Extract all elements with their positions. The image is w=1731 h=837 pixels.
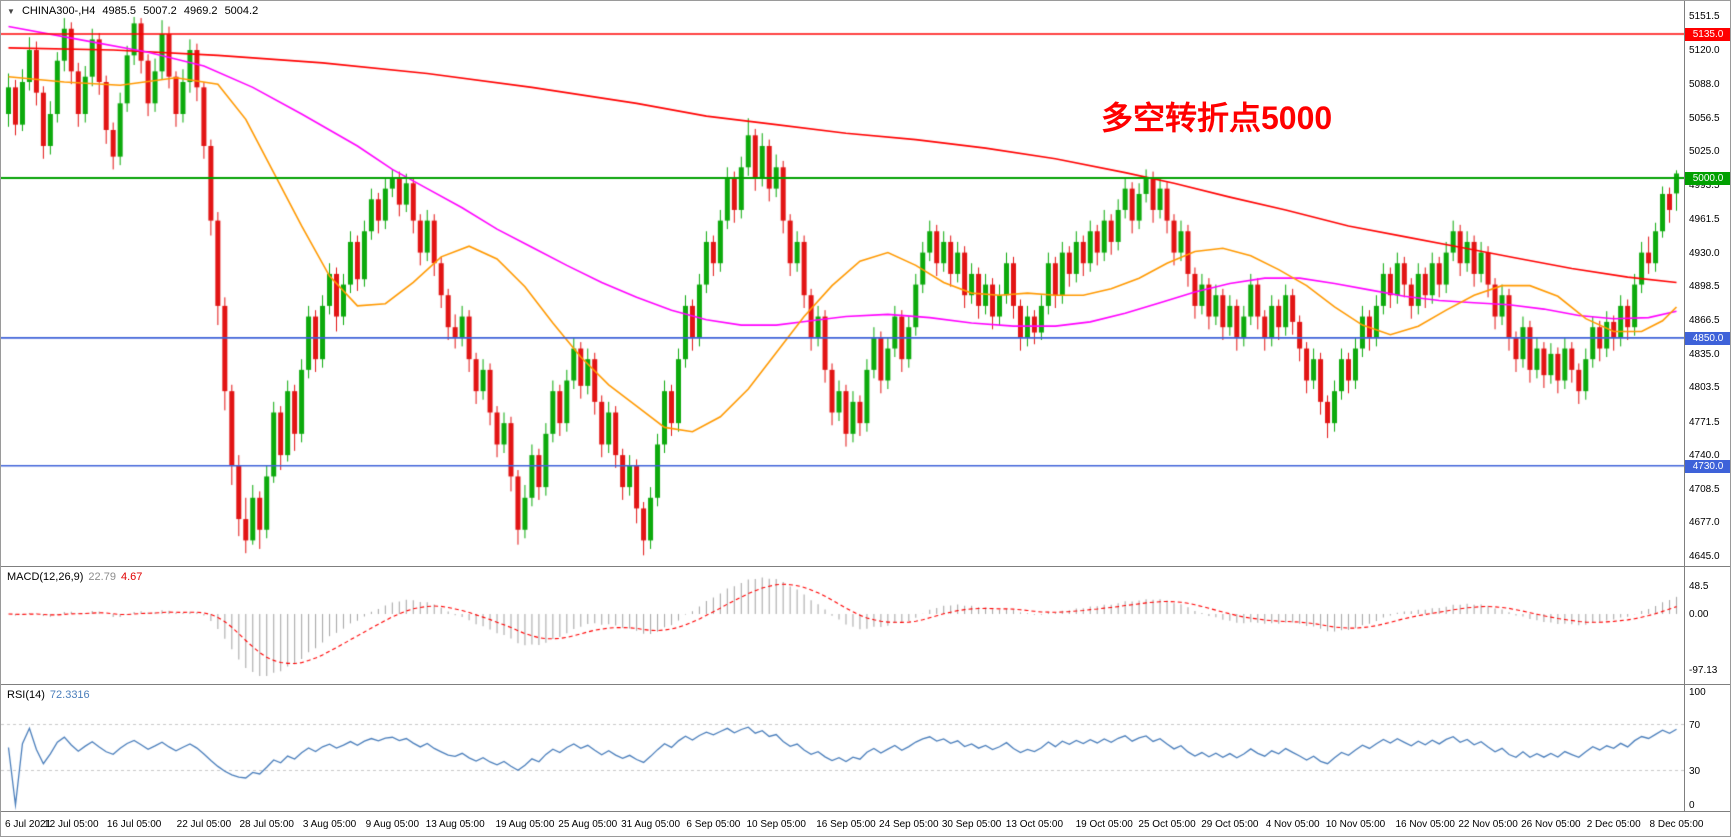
time-axis[interactable]: 6 Jul 2021 12 Jul 05:00 16 Jul 05:00 22 Jul… (1, 811, 1730, 836)
price-panel: ▼ CHINA300-,H4 4985.5 5007.2 4969.2 5004… (1, 1, 1730, 566)
price-tick-label: 4866.5 (1689, 315, 1720, 327)
time-tick-label: 24 Sep 05:00 (879, 819, 939, 830)
price-tick-label: 4740.0 (1689, 450, 1720, 462)
price-tick-label: 4898.5 (1689, 281, 1720, 293)
price-tick-label: 5025.0 (1689, 146, 1720, 158)
time-tick-label: 16 Sep 05:00 (816, 819, 876, 830)
macd-main-value: 22.79 (88, 571, 116, 583)
time-tick-label: 29 Oct 05:00 (1201, 819, 1259, 830)
price-tick-label: 5120.0 (1689, 45, 1720, 57)
rsi-label: RSI(14) 72.3316 (7, 689, 95, 701)
high-value: 5007.2 (143, 5, 177, 17)
rsi-tick-label: 70 (1689, 719, 1701, 731)
time-tick-label: 6 Sep 05:00 (686, 819, 741, 830)
price-chart-canvas[interactable] (1, 1, 1684, 566)
price-tick-label: 4961.5 (1689, 214, 1720, 225)
time-tick-label: 19 Oct 05:00 (1075, 819, 1133, 830)
time-tick-label: 4 Nov 05:00 (1265, 819, 1320, 830)
time-tick-label: 13 Oct 05:00 (1005, 819, 1064, 830)
low-value: 4969.2 (183, 5, 218, 17)
time-tick-label: 26 Nov 05:00 (1521, 819, 1581, 830)
time-tick-label: 3 Aug 05:00 (302, 819, 357, 830)
price-line-badge: 5000.0 (1685, 171, 1730, 185)
rsi-value: 72.3316 (49, 689, 90, 701)
price-tick-label: 4803.5 (1689, 382, 1720, 394)
rsi-tick-label: 0 (1689, 800, 1695, 811)
time-tick-label: 25 Oct 05:00 (1138, 819, 1196, 830)
price-line-badge: 4730.0 (1685, 459, 1730, 473)
macd-panel: MACD(12,26,9) 22.79 4.67 48.5 0.00 -97.13 (1, 566, 1730, 685)
open-value: 4985.5 (102, 5, 137, 17)
macd-name: MACD(12,26,9) (7, 571, 84, 583)
time-tick-label: 16 Nov 05:00 (1395, 819, 1456, 830)
rsi-tick-label: 30 (1689, 765, 1701, 777)
time-tick-label: 12 Jul 05:00 (44, 819, 99, 830)
time-tick-label: 9 Aug 05:00 (365, 819, 420, 830)
time-tick-label: 16 Jul 05:00 (106, 819, 162, 830)
macd-signal-value: 4.67 (120, 571, 143, 583)
time-tick-label: 13 Aug 05:00 (425, 819, 485, 830)
time-tick-label: 6 Jul 2021 (5, 819, 52, 830)
time-tick-label: 25 Aug 05:00 (558, 819, 618, 830)
price-tick-label: 4677.0 (1689, 517, 1720, 529)
rsi-tick-label: 100 (1689, 687, 1706, 698)
price-tick-label: 4771.5 (1689, 416, 1720, 428)
price-tick-label: 4645.0 (1689, 551, 1720, 563)
time-tick-label: 2 Dec 05:00 (1586, 819, 1641, 830)
time-tick-label: 28 Jul 05:00 (239, 819, 294, 830)
symbol-timeframe-label: CHINA300-,H4 (21, 5, 96, 17)
time-tick-label: 10 Sep 05:00 (746, 819, 806, 830)
price-tick-label: 4835.0 (1689, 348, 1720, 360)
symbol-info-bar: ▼ CHINA300-,H4 4985.5 5007.2 4969.2 5004… (7, 5, 262, 17)
time-tick-label: 31 Aug 05:00 (621, 819, 681, 830)
time-tick-label: 22 Jul 05:00 (176, 819, 232, 830)
price-line-badge: 5135.0 (1685, 28, 1730, 42)
time-tick-label: 8 Dec 05:00 (1649, 819, 1704, 830)
price-tick-label: 4708.5 (1689, 483, 1720, 495)
price-tick-label: 5056.5 (1689, 112, 1720, 124)
macd-label: MACD(12,26,9) 22.79 4.67 (7, 571, 147, 583)
price-line-badge: 4850.0 (1685, 331, 1730, 345)
rsi-name: RSI(14) (7, 689, 45, 701)
macd-tick-label: 48.5 (1689, 581, 1709, 593)
time-tick-label: 19 Aug 05:00 (495, 819, 555, 830)
price-tick-label: 5088.0 (1689, 79, 1720, 91)
rsi-panel: RSI(14) 72.3316 100 70 30 0 (1, 684, 1730, 812)
rsi-chart-canvas[interactable] (1, 685, 1684, 812)
price-tick-label: 4993.5 (1689, 179, 1720, 191)
price-scale-divider[interactable] (1684, 1, 1685, 811)
price-tick-label: 4930.0 (1689, 247, 1720, 259)
macd-tick-label: -97.13 (1689, 664, 1718, 676)
price-tick-label: 5151.5 (1689, 11, 1720, 23)
chart-annotation-text[interactable]: 多空转折点5000 (1101, 100, 1333, 136)
close-value: 5004.2 (224, 5, 259, 17)
time-tick-label: 10 Nov 05:00 (1325, 819, 1386, 830)
macd-chart-canvas[interactable] (1, 567, 1684, 685)
macd-tick-label: 0.00 (1689, 608, 1709, 620)
time-tick-label: 30 Sep 05:00 (941, 819, 1002, 830)
time-tick-label: 22 Nov 05:00 (1458, 819, 1518, 830)
symbol-dropdown-icon[interactable]: ▼ (7, 7, 15, 16)
